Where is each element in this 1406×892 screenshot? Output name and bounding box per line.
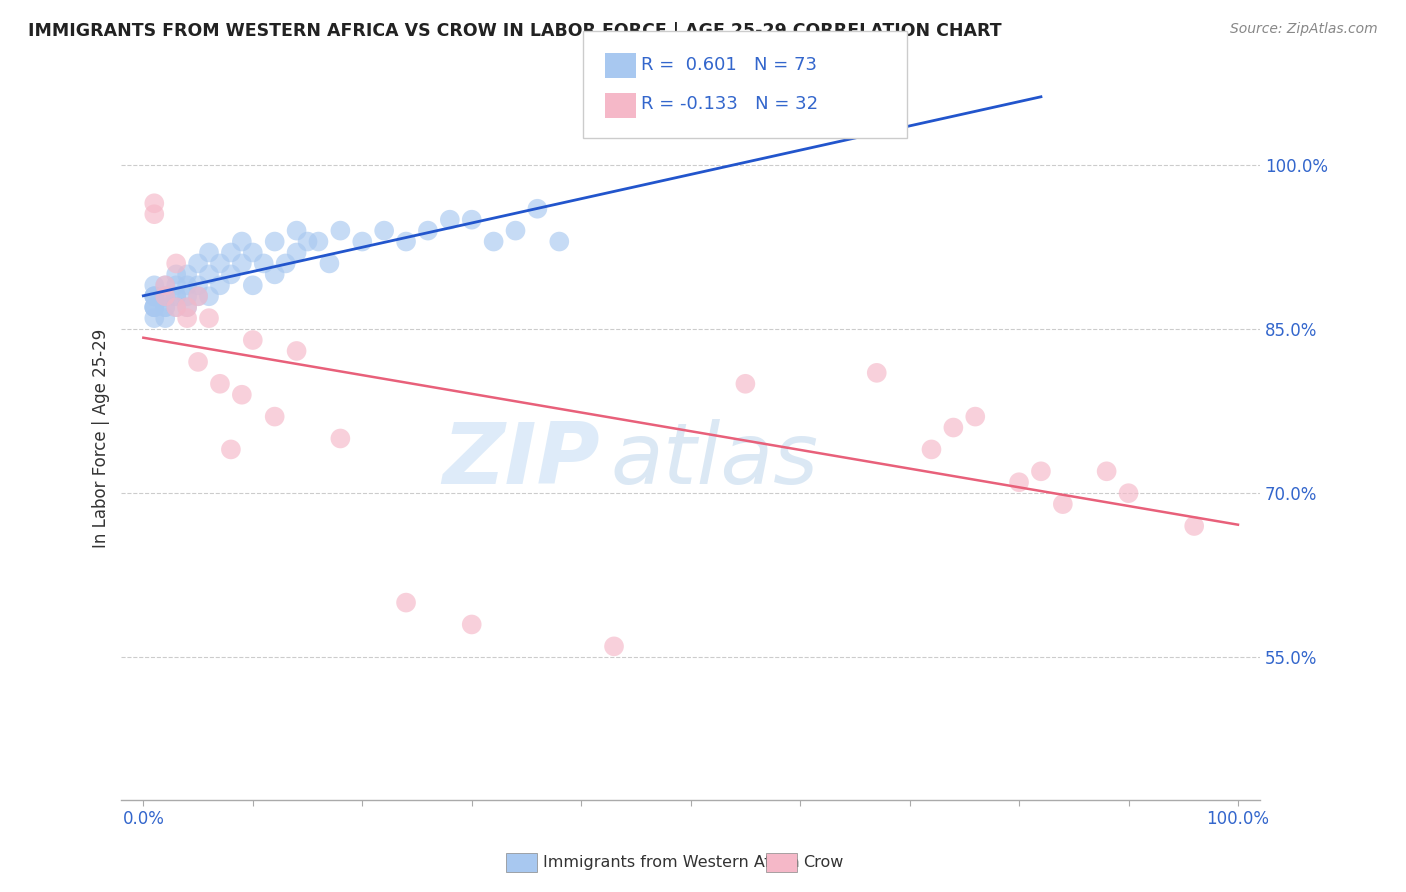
Point bbox=[155, 300, 177, 314]
Point bbox=[143, 289, 166, 303]
Point bbox=[285, 224, 308, 238]
Point bbox=[318, 256, 340, 270]
Point bbox=[395, 235, 418, 249]
Point bbox=[242, 278, 264, 293]
Point bbox=[143, 289, 166, 303]
Point bbox=[187, 355, 209, 369]
Point bbox=[143, 300, 166, 314]
Y-axis label: In Labor Force | Age 25-29: In Labor Force | Age 25-29 bbox=[93, 329, 110, 548]
Point bbox=[263, 235, 285, 249]
Point bbox=[176, 311, 198, 326]
Point bbox=[373, 224, 395, 238]
Point bbox=[176, 300, 198, 314]
Point bbox=[242, 333, 264, 347]
Point bbox=[526, 202, 548, 216]
Text: R = -0.133   N = 32: R = -0.133 N = 32 bbox=[641, 95, 818, 113]
Point bbox=[461, 617, 484, 632]
Point bbox=[416, 224, 439, 238]
Point bbox=[329, 224, 352, 238]
Point bbox=[942, 420, 965, 434]
Point bbox=[155, 289, 177, 303]
Point bbox=[439, 212, 461, 227]
Point bbox=[603, 640, 626, 654]
Text: Immigrants from Western Africa: Immigrants from Western Africa bbox=[543, 855, 800, 870]
Point bbox=[155, 278, 177, 293]
Point bbox=[143, 300, 166, 314]
Point bbox=[461, 212, 484, 227]
Point bbox=[155, 300, 177, 314]
Text: IMMIGRANTS FROM WESTERN AFRICA VS CROW IN LABOR FORCE | AGE 25-29 CORRELATION CH: IMMIGRANTS FROM WESTERN AFRICA VS CROW I… bbox=[28, 22, 1001, 40]
Point bbox=[329, 432, 352, 446]
Point bbox=[1118, 486, 1140, 500]
Point bbox=[143, 207, 166, 221]
Point bbox=[198, 268, 221, 282]
Point bbox=[198, 289, 221, 303]
Point bbox=[176, 268, 198, 282]
Point bbox=[219, 245, 242, 260]
Point bbox=[176, 278, 198, 293]
Point bbox=[263, 409, 285, 424]
Point bbox=[1029, 464, 1052, 478]
Point bbox=[965, 409, 987, 424]
Point bbox=[155, 278, 177, 293]
Text: Source: ZipAtlas.com: Source: ZipAtlas.com bbox=[1230, 22, 1378, 37]
Point bbox=[242, 245, 264, 260]
Point bbox=[1095, 464, 1118, 478]
Point bbox=[285, 343, 308, 358]
Point bbox=[274, 256, 297, 270]
Point bbox=[165, 268, 187, 282]
Point bbox=[165, 289, 187, 303]
Text: R =  0.601   N = 73: R = 0.601 N = 73 bbox=[641, 56, 817, 74]
Point bbox=[285, 245, 308, 260]
Point bbox=[187, 278, 209, 293]
Point bbox=[548, 235, 571, 249]
Point bbox=[198, 311, 221, 326]
Point bbox=[866, 366, 889, 380]
Point bbox=[297, 235, 319, 249]
Point bbox=[198, 245, 221, 260]
Point bbox=[187, 289, 209, 303]
Point bbox=[165, 300, 187, 314]
Point bbox=[921, 442, 943, 457]
Point bbox=[187, 289, 209, 303]
Point bbox=[505, 224, 527, 238]
Point bbox=[143, 300, 166, 314]
Point bbox=[176, 289, 198, 303]
Text: Crow: Crow bbox=[803, 855, 844, 870]
Point bbox=[155, 289, 177, 303]
Point bbox=[143, 196, 166, 211]
Point bbox=[352, 235, 374, 249]
Point bbox=[308, 235, 330, 249]
Point bbox=[165, 300, 187, 314]
Point bbox=[1182, 519, 1205, 533]
Point bbox=[231, 235, 253, 249]
Point bbox=[165, 278, 187, 293]
Point bbox=[208, 278, 231, 293]
Point bbox=[482, 235, 505, 249]
Point bbox=[187, 256, 209, 270]
Point bbox=[143, 289, 166, 303]
Point bbox=[208, 376, 231, 391]
Point bbox=[1052, 497, 1074, 511]
Point bbox=[734, 376, 756, 391]
Point bbox=[143, 278, 166, 293]
Point bbox=[155, 289, 177, 303]
Point bbox=[231, 256, 253, 270]
Point bbox=[231, 388, 253, 402]
Point bbox=[165, 289, 187, 303]
Point bbox=[176, 300, 198, 314]
Point bbox=[208, 256, 231, 270]
Point bbox=[219, 268, 242, 282]
Point bbox=[155, 311, 177, 326]
Text: ZIP: ZIP bbox=[441, 418, 599, 501]
Point bbox=[395, 596, 418, 610]
Point bbox=[263, 268, 285, 282]
Point bbox=[219, 442, 242, 457]
Point bbox=[1008, 475, 1031, 490]
Text: atlas: atlas bbox=[612, 418, 818, 501]
Point bbox=[143, 311, 166, 326]
Point bbox=[253, 256, 276, 270]
Point bbox=[165, 256, 187, 270]
